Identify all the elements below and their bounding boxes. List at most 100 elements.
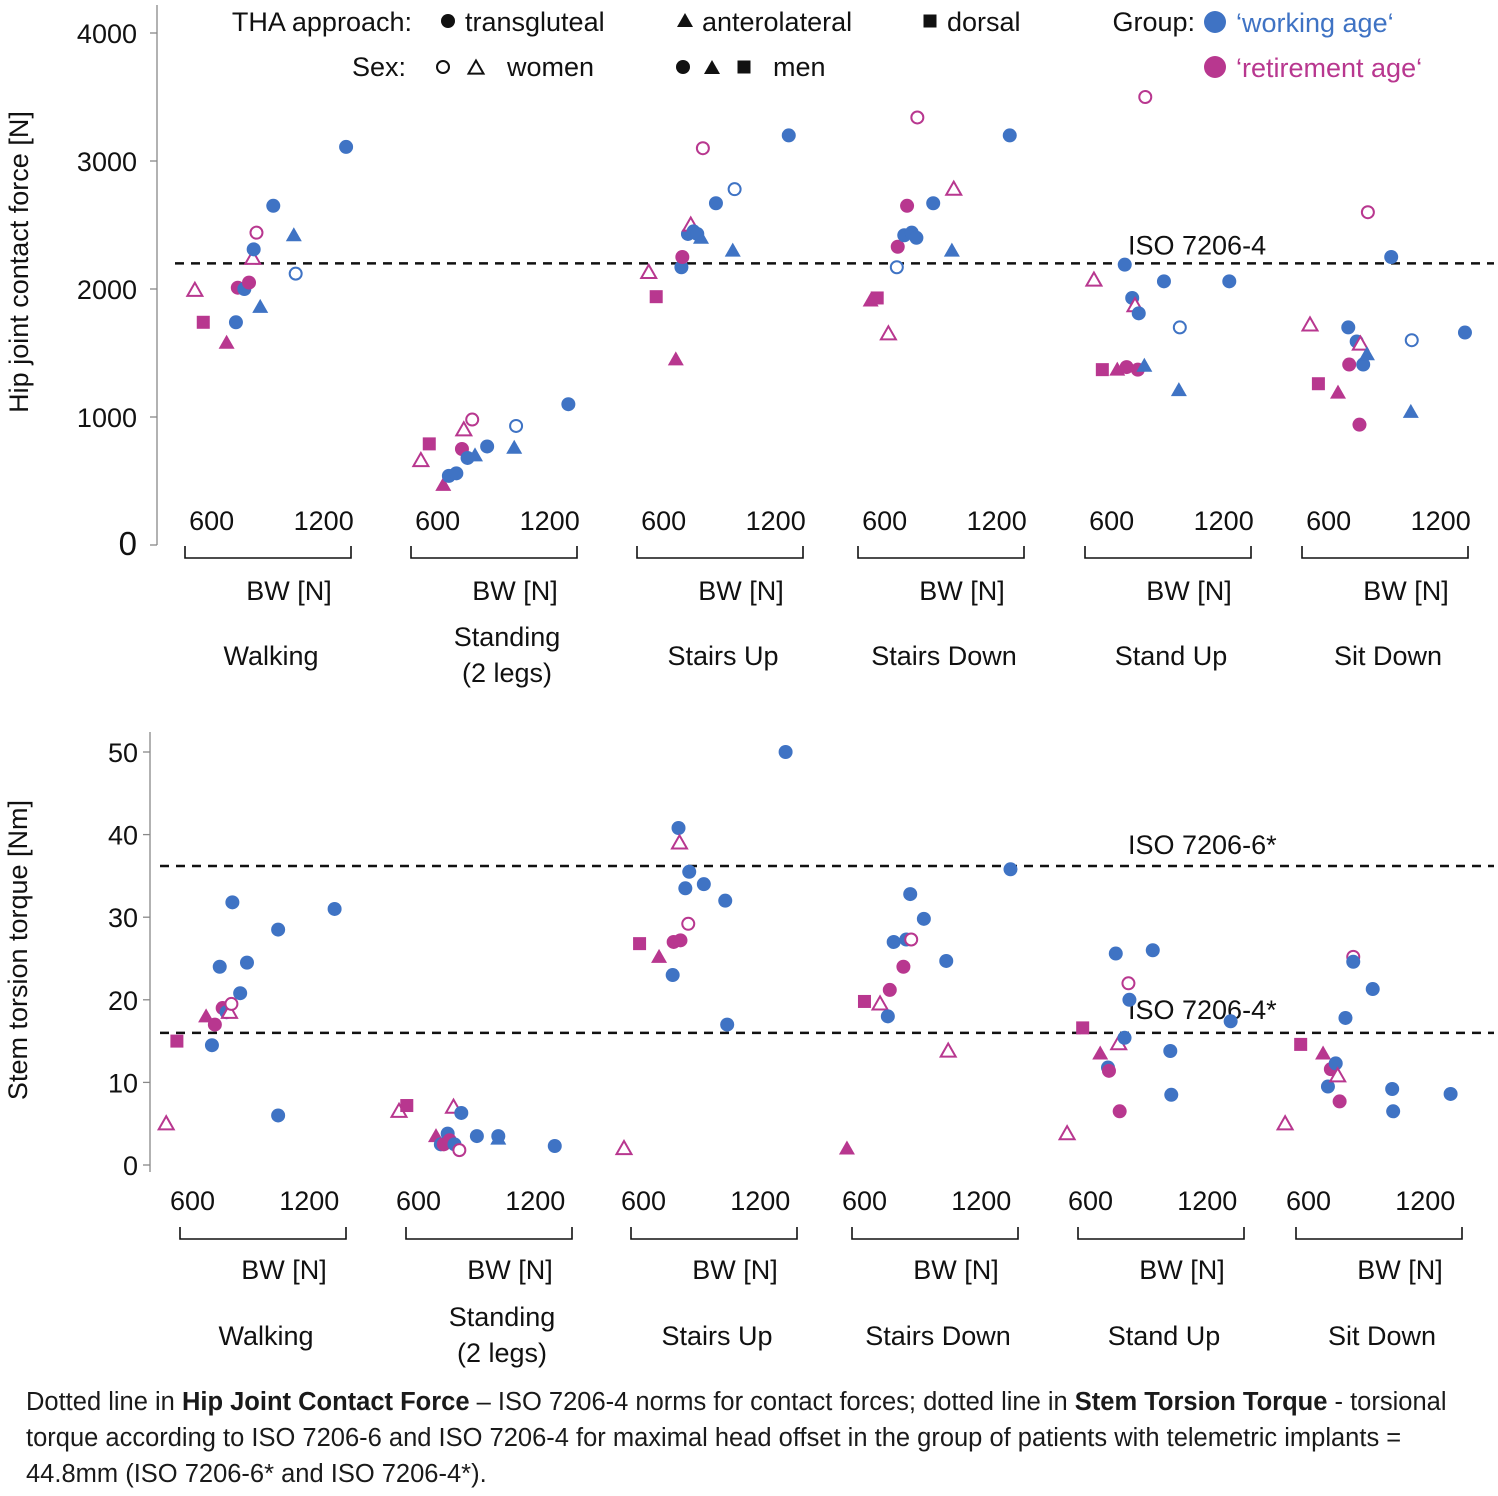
torque-panel-name: Stairs Up xyxy=(661,1321,772,1351)
torque-point-retirement-circle xyxy=(224,996,239,1011)
force-point-working-triangle xyxy=(1170,382,1187,397)
torque-point-working-circle xyxy=(886,934,901,949)
torque-point-retirement-triangle xyxy=(1315,1045,1332,1060)
force-point-retirement-circle xyxy=(1119,360,1134,375)
force-point-working-circle xyxy=(288,266,303,281)
force-reference-line-label: ISO 7206-4 xyxy=(1128,230,1266,260)
torque-point-working-circle xyxy=(327,901,342,916)
legend-men-triangle-icon xyxy=(704,60,720,74)
legend-group-retirement-label: ‘retirement age‘ xyxy=(1236,53,1422,83)
force-point-working-circle xyxy=(727,182,742,197)
force-point-retirement-triangle xyxy=(639,262,658,279)
torque-x-tick-label: 600 xyxy=(396,1186,441,1216)
torque-point-working-circle xyxy=(778,745,793,759)
torque-point-retirement-square xyxy=(170,1034,184,1048)
torque-point-retirement-square xyxy=(400,1099,414,1113)
torque-point-working-circle xyxy=(718,893,733,908)
torque-point-working-circle xyxy=(903,887,918,902)
torque-x-bracket xyxy=(851,1227,1019,1240)
force-point-working-circle xyxy=(1356,357,1371,372)
legend-group-retirement-icon xyxy=(1204,56,1226,78)
force-point-retirement-triangle xyxy=(435,476,452,491)
torque-panel-name: Walking xyxy=(218,1321,313,1351)
torque-panel: 600 1200 BW [N] Stairs Down xyxy=(838,862,1019,1351)
legend-men-square-icon xyxy=(737,60,751,74)
torque-x-tick-label: 1200 xyxy=(505,1186,565,1216)
force-x-bracket xyxy=(636,546,804,559)
torque-x-bracket xyxy=(630,1227,798,1240)
force-x-bracket xyxy=(184,546,352,559)
force-x-tick-label: 1200 xyxy=(1411,506,1471,536)
torque-point-working-circle xyxy=(696,877,711,892)
force-panel: 600 1200 BW [N] Standing (2 legs) xyxy=(410,397,580,688)
force-y-tick-label: 3000 xyxy=(77,147,137,177)
torque-y-tick-label: 20 xyxy=(108,986,138,1016)
legend-women-label: women xyxy=(506,52,594,82)
force-point-working-circle xyxy=(1222,274,1237,289)
torque-point-retirement-triangle xyxy=(838,1140,855,1155)
force-panel: 600 1200 BW [N] Sit Down xyxy=(1300,205,1472,671)
torque-y-tick-label: 30 xyxy=(108,903,138,933)
force-point-retirement-circle xyxy=(1138,90,1153,104)
force-panel-name-line2: (2 legs) xyxy=(462,658,552,688)
force-point-retirement-triangle xyxy=(1109,361,1126,376)
torque-point-retirement-triangle xyxy=(1092,1045,1109,1060)
torque-point-retirement-square xyxy=(1076,1021,1090,1035)
torque-x-axis-label: BW [N] xyxy=(692,1255,778,1285)
force-point-working-triangle xyxy=(467,447,484,462)
torque-point-working-circle xyxy=(239,955,254,970)
torque-panel: 600 1200 BW [N] Standing (2 legs) xyxy=(389,1097,573,1368)
force-point-working-circle xyxy=(889,260,904,275)
legend-women-circle-icon xyxy=(436,60,450,74)
torque-point-working-circle xyxy=(1164,1087,1179,1102)
torque-point-working-circle xyxy=(880,1009,895,1024)
torque-point-working-circle xyxy=(1163,1044,1178,1059)
force-point-retirement-square xyxy=(196,315,210,329)
torque-y-tick-label: 10 xyxy=(108,1068,138,1098)
force-point-working-circle xyxy=(246,242,261,257)
force-x-tick-label: 600 xyxy=(641,506,686,536)
caption-text-2: – ISO 7206-4 norms for contact forces; d… xyxy=(469,1388,1075,1416)
torque-point-working-circle xyxy=(1108,946,1123,961)
torque-panel-name: Stairs Down xyxy=(865,1321,1011,1351)
torque-point-working-circle xyxy=(916,911,931,926)
torque-point-retirement-triangle xyxy=(198,1008,215,1023)
legend-sex-label: Sex: xyxy=(352,52,406,82)
torque-point-working-circle xyxy=(1338,1010,1353,1025)
torque-point-working-circle xyxy=(271,922,286,937)
torque-point-retirement-triangle xyxy=(651,948,668,963)
torque-panel-name: Standing xyxy=(449,1302,556,1332)
torque-y-tick-label: 50 xyxy=(108,738,138,768)
torque-point-working-circle xyxy=(939,953,954,968)
force-x-bracket xyxy=(1301,546,1469,559)
force-panel: 600 1200 BW [N] Walking xyxy=(184,139,354,671)
force-point-working-circle xyxy=(674,260,689,275)
torque-y-tick-label: 0 xyxy=(123,1151,138,1181)
torque-x-tick-label: 600 xyxy=(621,1186,666,1216)
torque-panel-name: Stand Up xyxy=(1108,1321,1221,1351)
torque-panel-name: Sit Down xyxy=(1328,1321,1436,1351)
torque-point-working-circle xyxy=(547,1139,562,1154)
torque-x-bracket xyxy=(405,1227,573,1240)
caption-text-3: - torsional torque according to ISO 7206… xyxy=(26,1388,1447,1488)
force-x-tick-label: 600 xyxy=(862,506,907,536)
torque-point-working-circle xyxy=(1386,1104,1401,1119)
torque-point-retirement-square xyxy=(633,937,647,951)
torque-point-retirement-circle xyxy=(896,959,911,974)
force-point-working-circle xyxy=(781,128,796,143)
force-x-bracket xyxy=(857,546,1025,559)
force-point-working-triangle xyxy=(285,227,302,242)
force-x-tick-label: 600 xyxy=(415,506,460,536)
force-x-tick-label: 1200 xyxy=(1194,506,1254,536)
torque-point-retirement-circle xyxy=(1101,1063,1116,1078)
force-point-retirement-triangle xyxy=(218,334,235,349)
caption-bold-1: Hip Joint Contact Force xyxy=(181,1388,470,1416)
torque-point-working-circle xyxy=(1223,1014,1238,1029)
force-point-working-circle xyxy=(708,196,723,211)
force-point-retirement-triangle xyxy=(454,420,474,437)
torque-point-retirement-triangle xyxy=(1057,1124,1077,1141)
force-point-working-circle xyxy=(266,198,281,213)
torque-x-bracket xyxy=(1077,1227,1245,1240)
torque-point-working-circle xyxy=(720,1017,735,1032)
force-point-working-triangle xyxy=(1402,403,1419,418)
